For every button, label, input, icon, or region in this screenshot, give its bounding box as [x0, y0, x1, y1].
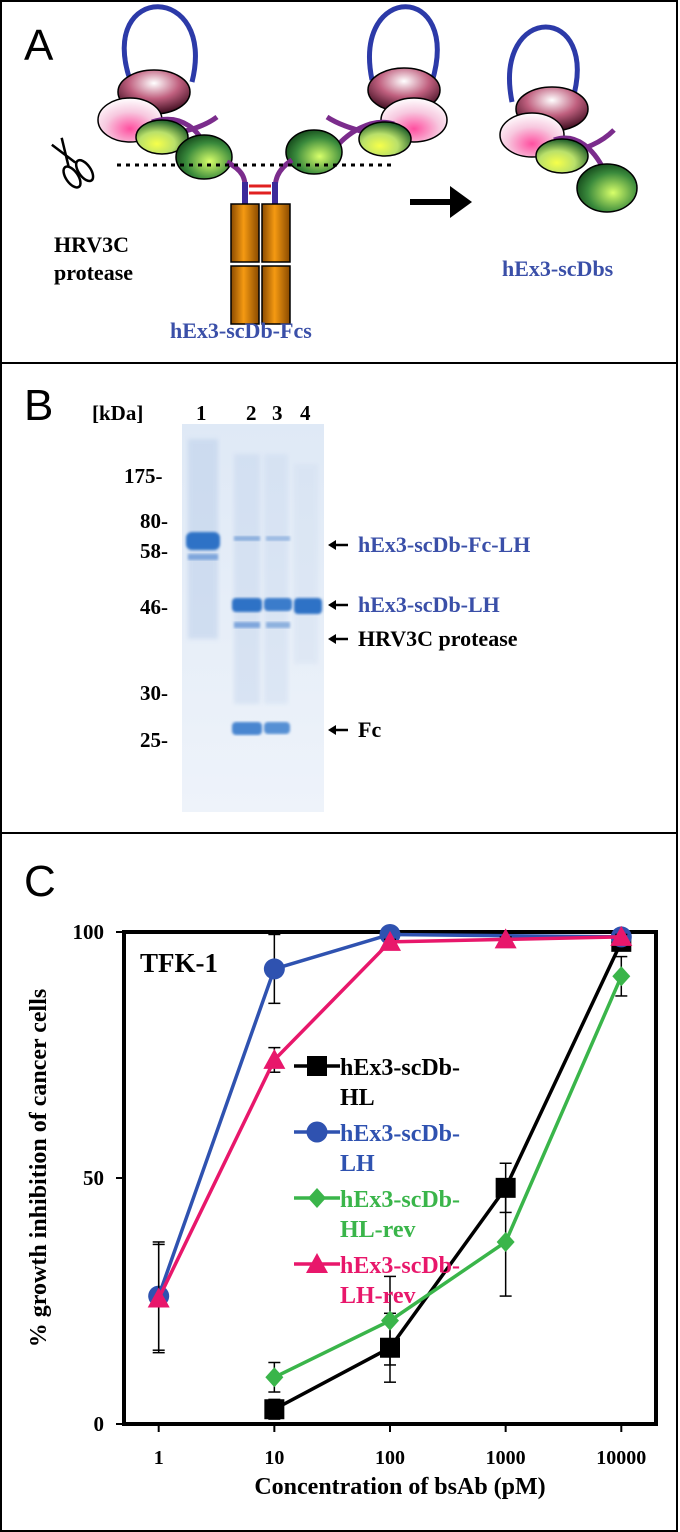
band-arrow-fc-lh	[328, 540, 348, 550]
lane-4-band-scdb	[294, 598, 322, 614]
fc-domains	[230, 203, 291, 325]
legend-label-lh-rev-line2: LH-rev	[340, 1283, 416, 1309]
panel-a: A	[0, 0, 678, 364]
data-point-lh-rev	[494, 928, 517, 949]
legend-label-hl-line2: HL	[340, 1085, 375, 1111]
lane-3-band-minor	[266, 622, 290, 628]
y-tick-label-50: 50	[83, 1166, 104, 1190]
lane-1-band-fc-lh	[186, 532, 220, 550]
marker-25: 25-	[140, 728, 168, 752]
lane-2-band-scdb	[232, 598, 262, 612]
panel-b-letter: B	[24, 381, 54, 430]
legend-marker-hl-rev	[308, 1188, 326, 1208]
data-point-lh	[263, 958, 285, 980]
marker-58: 58-	[140, 539, 168, 563]
lane-2-band-faint	[234, 536, 260, 541]
lane-1-band-minor	[188, 554, 218, 560]
series-line-hl	[273, 941, 623, 1411]
panel-a-letter: A	[24, 21, 54, 70]
data-point-hl-rev	[496, 1231, 515, 1252]
data-point-hl-rev	[381, 1310, 399, 1331]
scdb-product	[499, 24, 638, 213]
x-tick-label-1: 1	[154, 1447, 164, 1469]
data-point-lh-rev	[610, 925, 633, 946]
x-tick-label-100: 100	[375, 1447, 405, 1469]
marker-175: 175-	[124, 464, 163, 488]
chart-title: TFK-1	[140, 948, 218, 978]
lane-3-band-faint	[266, 536, 290, 541]
fc-construct-label: hEx3-scDb-Fcs	[170, 318, 312, 343]
panel-a-diagram: HRV3C protease hEx3-scDb-Fcs hEx3-scDbs	[51, 4, 638, 343]
kda-label: [kDa]	[92, 401, 143, 425]
band-label-protease: HRV3C protease	[358, 626, 518, 651]
growth-inhibition-chart: 1 10 100 1000 10000 0 50 100 Concentration of bs…	[26, 920, 658, 1500]
series-line-lh-rev	[157, 935, 622, 1300]
data-point-lh-rev	[379, 930, 401, 951]
panel-c-letter: C	[24, 857, 56, 906]
hinge-disulfide	[242, 182, 278, 204]
band-arrow-scdb-lh	[328, 600, 348, 610]
data-point-hl-rev	[612, 966, 631, 987]
marker-46: 46-	[140, 595, 168, 619]
lane-3-band-scdb	[264, 598, 292, 611]
band-arrow-fc	[328, 725, 348, 735]
panel-b-gel: [kDa] 1 2 3 4 175- 80- 58- 46- 30- 25-	[92, 401, 530, 812]
legend-marker-hl	[307, 1056, 327, 1076]
scdb-fc-right-arm	[272, 4, 448, 198]
data-point-lh-rev	[147, 1287, 170, 1308]
protease-label-line1: HRV3C	[54, 232, 129, 257]
y-tick-label-0: 0	[94, 1412, 105, 1436]
legend-label-hl-rev-line1: hEx3-scDb-	[340, 1187, 460, 1213]
lane-label-2: 2	[246, 401, 257, 425]
x-tick-label-1000: 1000	[486, 1447, 526, 1469]
x-tick-label-10000: 10000	[596, 1447, 646, 1469]
marker-80: 80-	[140, 509, 168, 533]
band-label-fc-lh: hEx3-scDb-Fc-LH	[358, 532, 530, 557]
legend-label-hl-line1: hEx3-scDb-	[340, 1055, 460, 1081]
lane-2-smear	[234, 454, 260, 704]
lane-3-band-fc	[264, 722, 290, 734]
lane-label-4: 4	[300, 401, 311, 425]
panel-c: C 1 10 100 1000 10000 0 50 100 Concentration of …	[0, 832, 678, 1532]
lane-4-smear	[294, 464, 318, 664]
series-line-hl-rev	[273, 975, 623, 1379]
band-arrow-protease	[328, 634, 348, 644]
data-point-hl-rev	[265, 1367, 284, 1388]
data-point-hl	[264, 1399, 285, 1420]
scdb-fc-left-arm	[97, 4, 248, 198]
protease-label-line2: protease	[54, 260, 133, 285]
x-axis-label: Concentration of bsAb (pM)	[254, 1474, 545, 1500]
scissors-icon	[51, 137, 95, 189]
legend-label-hl-rev-line2: HL-rev	[340, 1217, 416, 1243]
legend-label-lh-line1: hEx3-scDb-	[340, 1121, 460, 1147]
panel-b: B [kDa] 1 2 3 4 175- 80	[0, 362, 678, 834]
legend-label-lh-line2: LH	[340, 1151, 375, 1177]
right-arrow-icon	[410, 186, 472, 218]
data-point-lh-rev	[263, 1048, 286, 1069]
lane-label-1: 1	[196, 401, 207, 425]
x-tick-label-10: 10	[264, 1447, 284, 1469]
y-axis-label: % growth inhibition of cancer cells	[26, 989, 52, 1347]
band-label-scdb-lh: hEx3-scDb-LH	[358, 592, 500, 617]
y-tick-label-100: 100	[73, 920, 105, 944]
band-label-fc: Fc	[358, 717, 381, 742]
lane-2-band-protease	[234, 622, 260, 628]
lane-label-3: 3	[272, 401, 283, 425]
legend-marker-lh-rev	[306, 1253, 328, 1273]
legend-label-lh-rev-line1: hEx3-scDb-	[340, 1253, 460, 1279]
marker-30: 30-	[140, 681, 168, 705]
lane-3-smear	[264, 454, 288, 704]
legend-marker-lh	[306, 1121, 328, 1143]
product-label: hEx3-scDbs	[502, 256, 614, 281]
lane-2-band-fc	[232, 722, 262, 735]
